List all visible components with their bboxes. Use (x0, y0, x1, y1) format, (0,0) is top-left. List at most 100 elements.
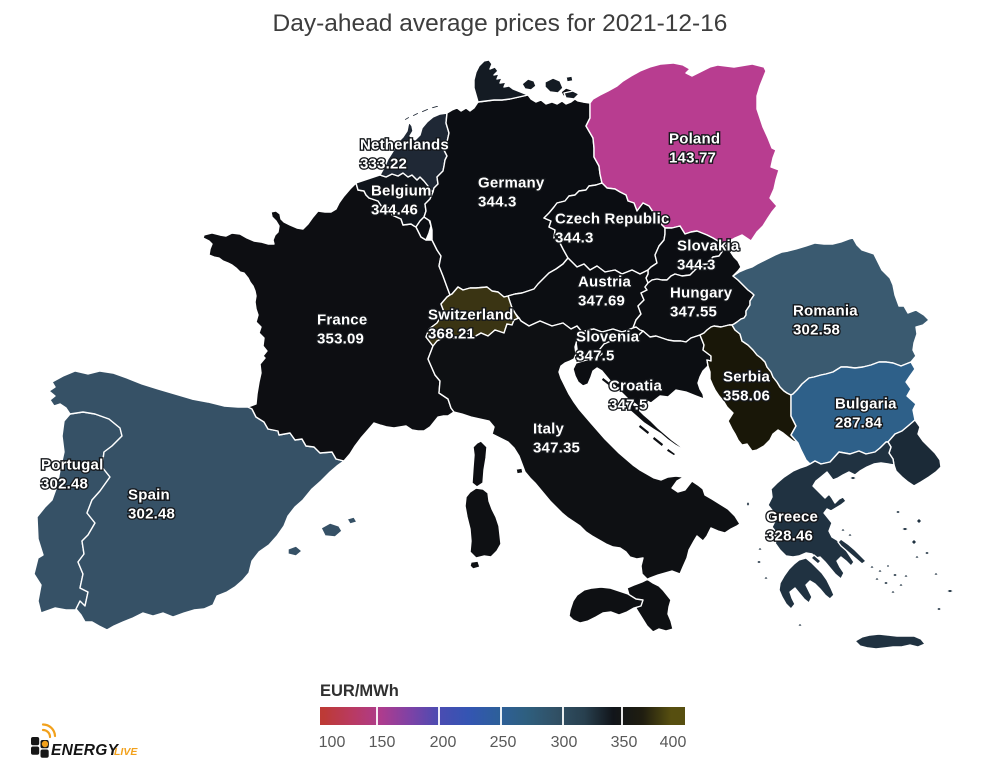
label-portugal-value: 302.48 (41, 476, 88, 493)
legend-tick-label: 100 (319, 734, 346, 751)
legend-tick-label: 150 (369, 734, 396, 751)
region-italy (427, 317, 741, 633)
label-serbia-name: Serbia (723, 369, 771, 386)
label-croatia-value: 347.5 (609, 397, 648, 414)
label-germany-value: 344.3 (478, 194, 517, 211)
region-greece (745, 500, 751, 508)
region-denmark (544, 77, 564, 94)
region-spain (287, 545, 303, 557)
region-croatia (665, 447, 677, 457)
region-greece (885, 563, 891, 569)
region-greece (935, 606, 943, 612)
label-spain-name: Spain (128, 487, 170, 504)
region-spain (320, 522, 343, 538)
region-greece (891, 572, 899, 578)
legend-tick-mark (376, 707, 378, 725)
logo-suffix-text: LIVE (114, 746, 138, 758)
map-regions (33, 59, 955, 650)
region-denmark (563, 90, 580, 100)
region-greece (914, 554, 920, 560)
label-serbia-value: 358.06 (723, 388, 770, 405)
region-italy (568, 586, 644, 624)
region-greece (755, 559, 763, 565)
logo-block (31, 746, 40, 755)
label-romania-value: 302.58 (793, 322, 840, 339)
region-greece (894, 509, 902, 515)
label-hungary-value: 347.55 (670, 304, 717, 321)
region-greece (847, 532, 853, 538)
logo-signal-arc (41, 723, 57, 738)
label-spain-value: 302.48 (128, 506, 175, 523)
region-spain (346, 516, 358, 525)
region-greece (877, 568, 883, 574)
region-denmark (521, 78, 537, 91)
region-greece (915, 517, 923, 525)
region-greece (778, 557, 835, 610)
label-poland-value: 143.77 (669, 150, 716, 167)
region-greece (767, 441, 895, 580)
label-slovakia-value: 344.3 (677, 257, 716, 274)
region-netherlands (411, 111, 420, 118)
logo-brand-text: ENERGY (51, 742, 120, 759)
label-belgium-value: 344.46 (371, 202, 418, 219)
label-slovakia-name: Slovakia (677, 238, 740, 255)
label-greece-name: Greece (766, 509, 818, 526)
legend-tick-label: 350 (611, 734, 638, 751)
legend-tick-label: 250 (490, 734, 517, 751)
region-greece (869, 564, 875, 570)
chart-title: Day-ahead average prices for 2021-12-16 (273, 10, 728, 37)
region-greece (882, 580, 890, 586)
logo-signal-arc (41, 728, 52, 739)
region-croatia (637, 423, 651, 436)
region-greece (837, 538, 867, 565)
logo-block (31, 737, 40, 746)
label-slovenia-name: Slovenia (576, 329, 640, 346)
legend-colorbar (320, 707, 685, 725)
label-hungary-name: Hungary (670, 285, 733, 302)
region-greece (900, 526, 910, 532)
label-italy-name: Italy (533, 421, 564, 438)
region-netherlands (403, 115, 411, 122)
region-denmark (565, 75, 574, 83)
region-greece (933, 571, 939, 577)
legend-tick-label: 400 (660, 734, 687, 751)
label-slovenia-value: 347.5 (576, 348, 615, 365)
label-netherlands-name: Netherlands (360, 137, 449, 154)
label-germany-name: Germany (478, 175, 545, 192)
region-greece (945, 588, 955, 594)
region-greece (757, 546, 763, 552)
label-france-name: France (317, 312, 367, 329)
region-greece (903, 573, 909, 579)
label-italy-value: 347.35 (533, 440, 580, 457)
region-greece (848, 475, 858, 481)
region-netherlands (430, 104, 440, 110)
label-netherlands-value: 333.22 (360, 156, 407, 173)
legend-tick-mark (621, 707, 623, 725)
region-croatia (572, 330, 712, 453)
legend-tick-label: 300 (551, 734, 578, 751)
region-greece (797, 622, 803, 628)
region-croatia (600, 376, 613, 388)
region-denmark (473, 59, 529, 103)
label-bulgaria-value: 287.84 (835, 415, 883, 432)
region-greece (810, 554, 822, 565)
label-romania-name: Romania (793, 303, 858, 320)
label-austria-name: Austria (578, 274, 632, 291)
label-bulgaria-name: Bulgaria (835, 396, 897, 413)
label-switzerland-name: Switzerland (428, 307, 514, 324)
legend-tick-label: 200 (430, 734, 457, 751)
region-greece (910, 538, 918, 546)
color-legend: EUR/MWh 100 150 200 250 300 350 400 (319, 682, 687, 751)
label-poland-name: Poland (669, 131, 720, 148)
region-italy (515, 467, 524, 475)
label-switzerland-value: 368.21 (428, 326, 475, 343)
legend-tick-mark (438, 707, 440, 725)
region-greece (898, 582, 904, 588)
region-greece (890, 589, 896, 595)
region-greece (874, 576, 880, 582)
region-italy (469, 560, 481, 570)
label-austria-value: 347.69 (578, 293, 625, 310)
label-belgium-name: Belgium (371, 183, 432, 200)
